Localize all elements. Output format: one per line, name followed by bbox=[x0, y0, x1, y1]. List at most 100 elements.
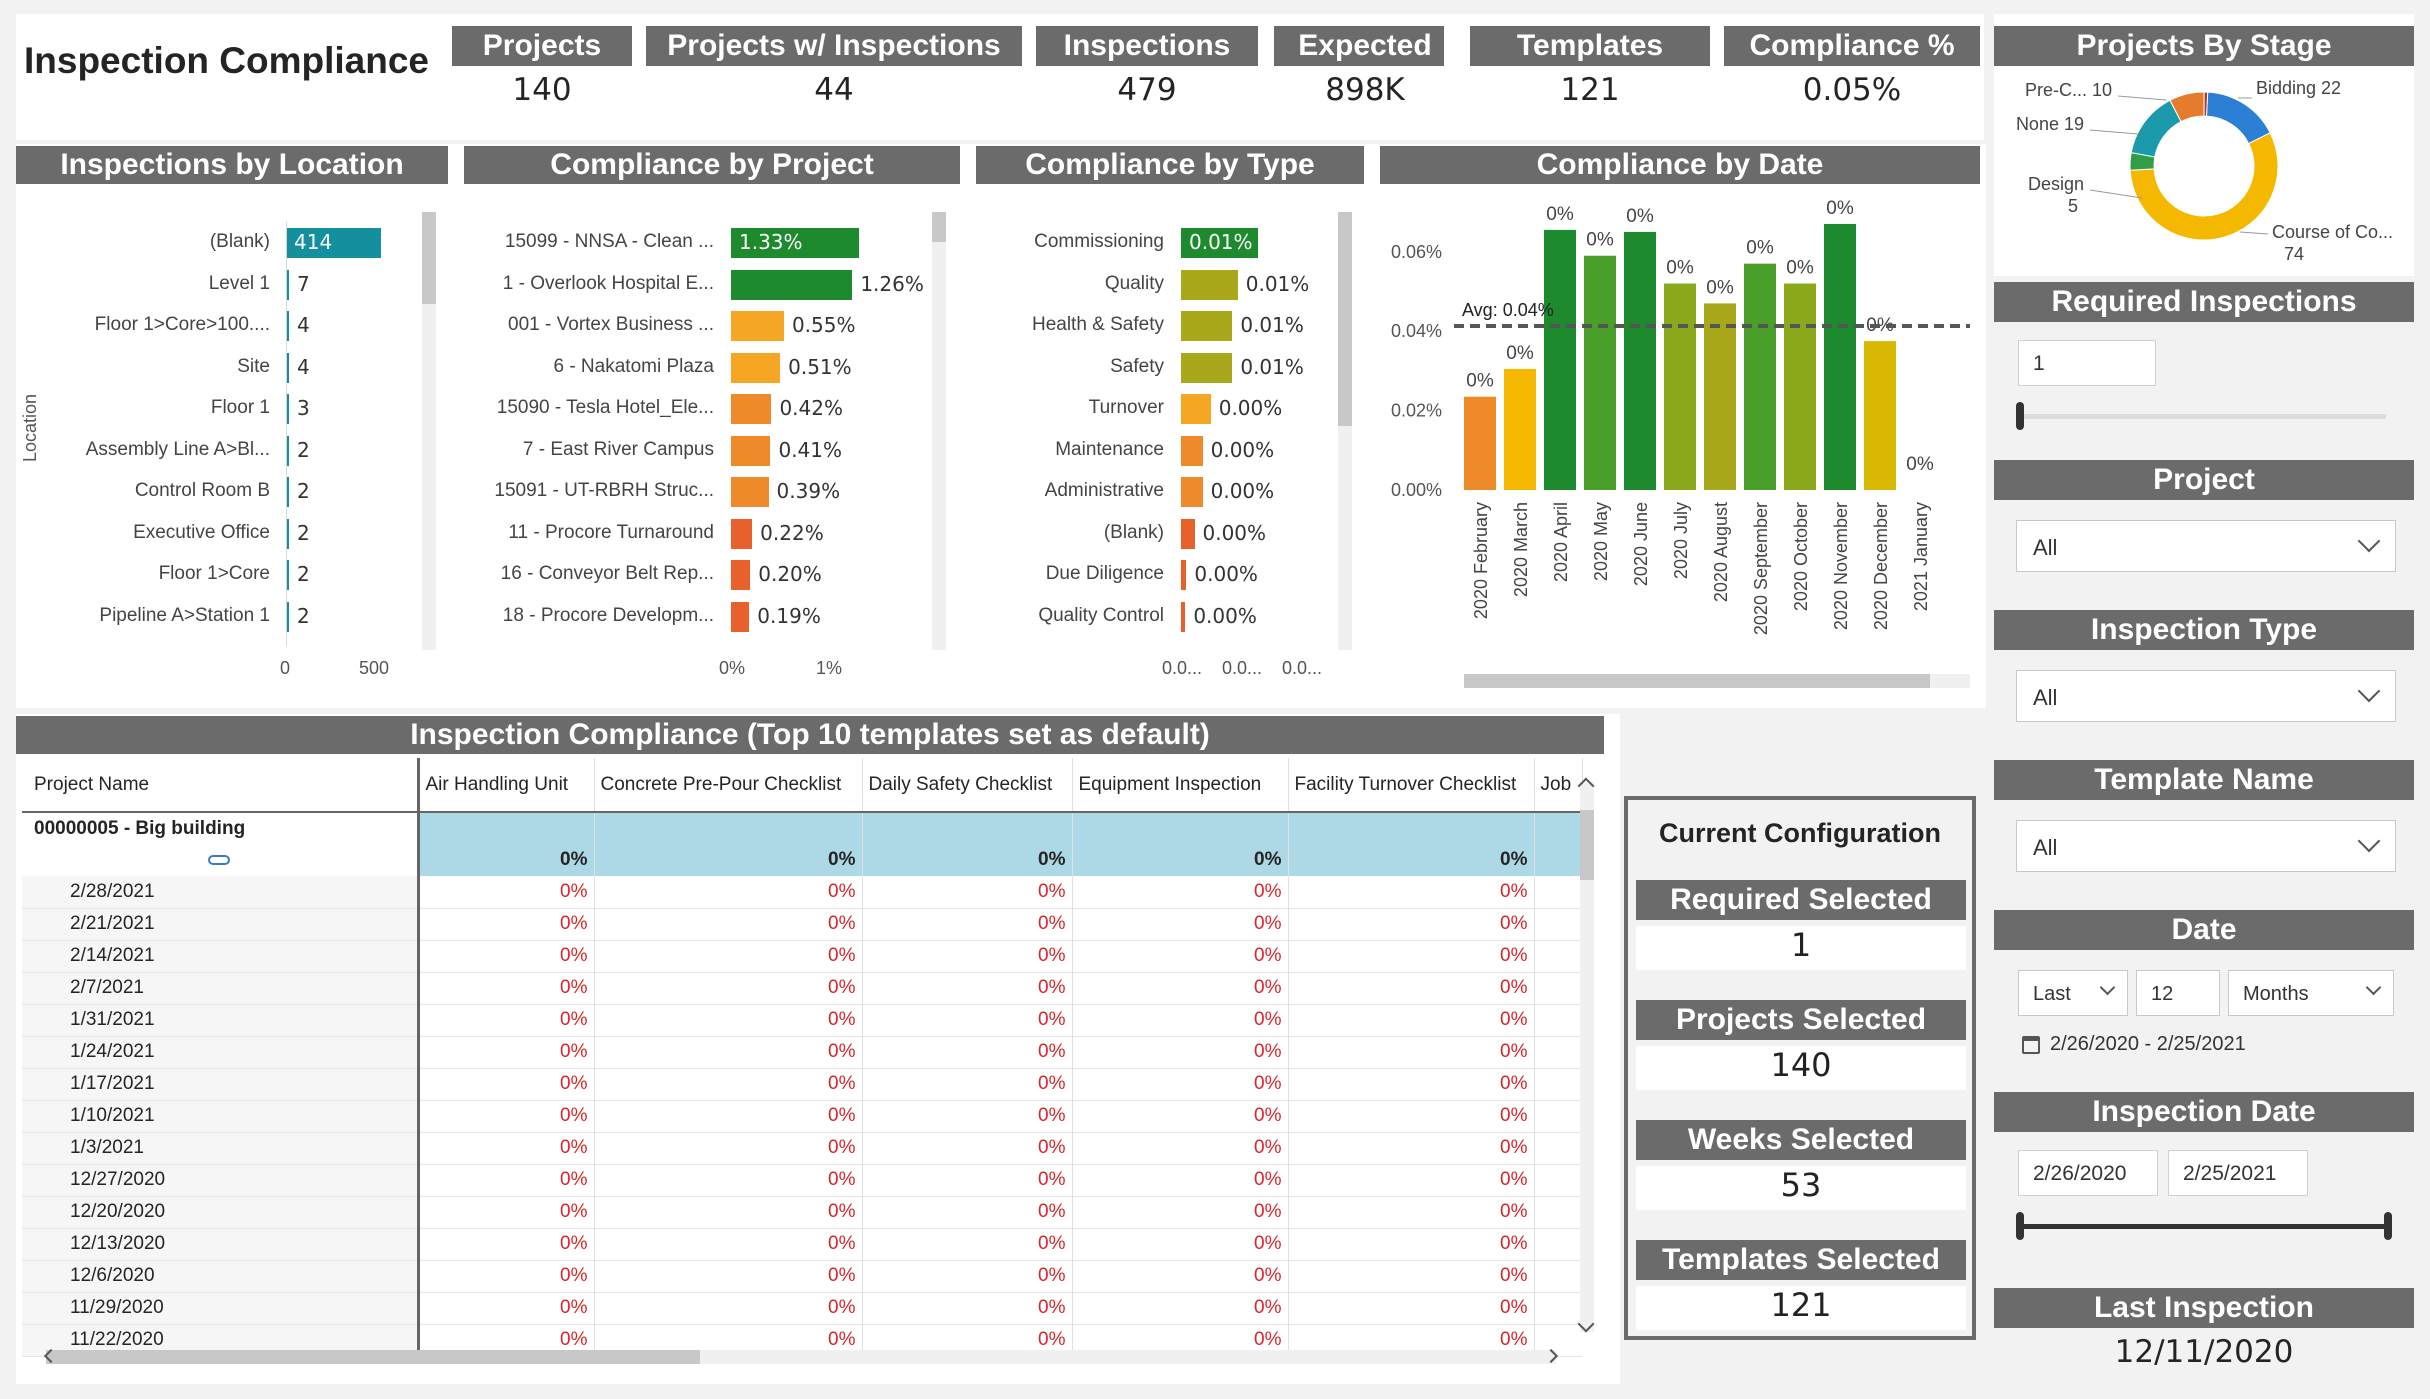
byproject-bar[interactable] bbox=[731, 435, 771, 466]
date-bar[interactable] bbox=[1584, 255, 1616, 490]
stage-slice[interactable] bbox=[2129, 132, 2279, 241]
bytype-bar[interactable] bbox=[1181, 601, 1186, 632]
date-bar[interactable] bbox=[1824, 223, 1856, 490]
matrix-cell[interactable]: 0% bbox=[418, 1228, 595, 1260]
bytype-bar[interactable] bbox=[1181, 435, 1203, 466]
matrix-cell[interactable]: 0% bbox=[1072, 1100, 1289, 1132]
matrix-cell[interactable]: 0% bbox=[418, 1004, 595, 1036]
compliance-matrix[interactable]: Project Name Air Handling Unit Concrete Pr… bbox=[22, 758, 1583, 1357]
matrix-hscroll-thumb[interactable] bbox=[46, 1350, 700, 1364]
matrix-cell[interactable]: 0% bbox=[862, 1132, 1073, 1164]
matrix-cell[interactable]: 0% bbox=[418, 1260, 595, 1292]
location-bar[interactable] bbox=[286, 228, 382, 258]
matrix-cell[interactable]: 0% bbox=[1072, 1036, 1289, 1068]
matrix-cell[interactable]: 0% bbox=[1072, 1164, 1289, 1196]
date-bar-chart[interactable]: 0.06% 0.04% 0.02% 0.00% 0% 2020 February 0% 202… bbox=[1380, 190, 1980, 690]
matrix-cell[interactable]: 0% bbox=[1288, 940, 1535, 972]
matrix-cell[interactable]: 0% bbox=[1288, 1196, 1535, 1228]
required-inspections-input[interactable]: 1 bbox=[2018, 340, 2156, 386]
table-row[interactable]: 1/10/2021 0% 0% 0% 0% 0% bbox=[22, 1100, 1582, 1132]
table-row[interactable]: 12/27/2020 0% 0% 0% 0% 0% bbox=[22, 1164, 1582, 1196]
date-bar[interactable] bbox=[1744, 263, 1776, 490]
matrix-cell[interactable]: 0% bbox=[1072, 972, 1289, 1004]
matrix-group-name[interactable]: 00000005 - Big building bbox=[22, 812, 420, 844]
matrix-cell[interactable]: 0% bbox=[594, 1228, 863, 1260]
matrix-cell[interactable]: 0% bbox=[1072, 1292, 1289, 1324]
project-scrollbar[interactable] bbox=[932, 212, 946, 650]
matrix-cell[interactable]: 0% bbox=[1288, 1036, 1535, 1068]
project-dropdown[interactable]: All bbox=[2016, 520, 2396, 572]
matrix-cell[interactable]: 0% bbox=[418, 876, 595, 908]
required-slider-handle[interactable] bbox=[2016, 402, 2024, 430]
date-bar[interactable] bbox=[1704, 303, 1736, 490]
date-bar[interactable] bbox=[1504, 368, 1536, 490]
matrix-cell[interactable]: 0% bbox=[594, 1164, 863, 1196]
location-bar[interactable] bbox=[286, 394, 289, 424]
matrix-column-header[interactable]: Project Name bbox=[22, 758, 420, 812]
matrix-cell[interactable]: 0% bbox=[594, 1196, 863, 1228]
matrix-cell[interactable]: 0% bbox=[1288, 1292, 1535, 1324]
byproject-bar[interactable] bbox=[731, 477, 769, 507]
date-bar[interactable] bbox=[1664, 283, 1696, 490]
table-row[interactable]: 1/17/2021 0% 0% 0% 0% 0% bbox=[22, 1068, 1582, 1100]
location-scroll-thumb[interactable] bbox=[422, 212, 436, 304]
matrix-column-header[interactable]: Equipment Inspection bbox=[1072, 758, 1289, 812]
date-scroll-thumb[interactable] bbox=[1464, 674, 1930, 688]
matrix-cell[interactable]: 0% bbox=[862, 1260, 1073, 1292]
matrix-cell[interactable]: 0% bbox=[1288, 1132, 1535, 1164]
matrix-cell[interactable]: 0% bbox=[1072, 1068, 1289, 1100]
location-bar[interactable] bbox=[286, 601, 289, 632]
matrix-cell[interactable]: 0% bbox=[1288, 1068, 1535, 1100]
matrix-cell[interactable]: 0% bbox=[418, 1036, 595, 1068]
matrix-cell[interactable]: 0% bbox=[1072, 1196, 1289, 1228]
location-scrollbar[interactable] bbox=[422, 212, 436, 650]
inspection-date-slider-track[interactable] bbox=[2020, 1224, 2388, 1229]
matrix-column-header[interactable]: Daily Safety Checklist bbox=[862, 758, 1073, 812]
matrix-cell[interactable]: 0% bbox=[862, 1196, 1073, 1228]
date-bar[interactable] bbox=[1864, 341, 1896, 490]
inspection-type-dropdown[interactable]: All bbox=[2016, 670, 2396, 722]
byproject-bar[interactable] bbox=[731, 601, 750, 632]
location-bar[interactable] bbox=[286, 311, 289, 341]
matrix-cell[interactable]: 0% bbox=[862, 1228, 1073, 1260]
bytype-bar[interactable] bbox=[1181, 560, 1187, 590]
matrix-cell[interactable]: 0% bbox=[1072, 1004, 1289, 1036]
matrix-vscroll-thumb[interactable] bbox=[1580, 810, 1594, 880]
matrix-cell[interactable]: 0% bbox=[1288, 1164, 1535, 1196]
matrix-cell[interactable]: 0% bbox=[1288, 876, 1535, 908]
bytype-bar[interactable] bbox=[1181, 269, 1238, 300]
matrix-cell[interactable]: 0% bbox=[1288, 908, 1535, 940]
matrix-column-header[interactable]: Facility Turnover Checklist bbox=[1288, 758, 1535, 812]
table-row[interactable]: 12/20/2020 0% 0% 0% 0% 0% bbox=[22, 1196, 1582, 1228]
matrix-cell[interactable]: 0% bbox=[862, 972, 1073, 1004]
bytype-bar[interactable] bbox=[1181, 477, 1203, 507]
matrix-hscrollbar[interactable] bbox=[46, 1350, 1556, 1364]
matrix-cell[interactable]: 0% bbox=[418, 1164, 595, 1196]
matrix-cell[interactable]: 0% bbox=[1072, 908, 1289, 940]
matrix-cell[interactable]: 0% bbox=[594, 940, 863, 972]
stage-slice[interactable] bbox=[2130, 99, 2182, 158]
matrix-cell[interactable]: 0% bbox=[1288, 1260, 1535, 1292]
byproject-bar[interactable] bbox=[731, 228, 860, 258]
matrix-cell[interactable]: 0% bbox=[594, 972, 863, 1004]
matrix-cell[interactable]: 0% bbox=[1072, 1228, 1289, 1260]
inspection-date-start[interactable]: 2/26/2020 bbox=[2018, 1150, 2158, 1196]
matrix-cell[interactable]: 0% bbox=[594, 1260, 863, 1292]
matrix-cell[interactable]: 0% bbox=[594, 1036, 863, 1068]
matrix-cell[interactable]: 0% bbox=[418, 1100, 595, 1132]
template-name-dropdown[interactable]: All bbox=[2016, 820, 2396, 872]
matrix-cell[interactable]: 0% bbox=[418, 940, 595, 972]
matrix-cell[interactable]: 0% bbox=[594, 1100, 863, 1132]
location-bar[interactable] bbox=[286, 518, 289, 549]
matrix-cell[interactable]: 0% bbox=[594, 1132, 863, 1164]
table-row[interactable]: 2/14/2021 0% 0% 0% 0% 0% bbox=[22, 940, 1582, 972]
matrix-cell[interactable]: 0% bbox=[1072, 876, 1289, 908]
required-slider-track[interactable] bbox=[2020, 414, 2386, 419]
byproject-bar[interactable] bbox=[731, 269, 853, 300]
matrix-cell[interactable]: 0% bbox=[1288, 1228, 1535, 1260]
matrix-cell[interactable]: 0% bbox=[418, 1196, 595, 1228]
byproject-bar[interactable] bbox=[731, 311, 784, 341]
matrix-cell[interactable]: 0% bbox=[862, 940, 1073, 972]
date-scrollbar[interactable] bbox=[1464, 674, 1970, 688]
